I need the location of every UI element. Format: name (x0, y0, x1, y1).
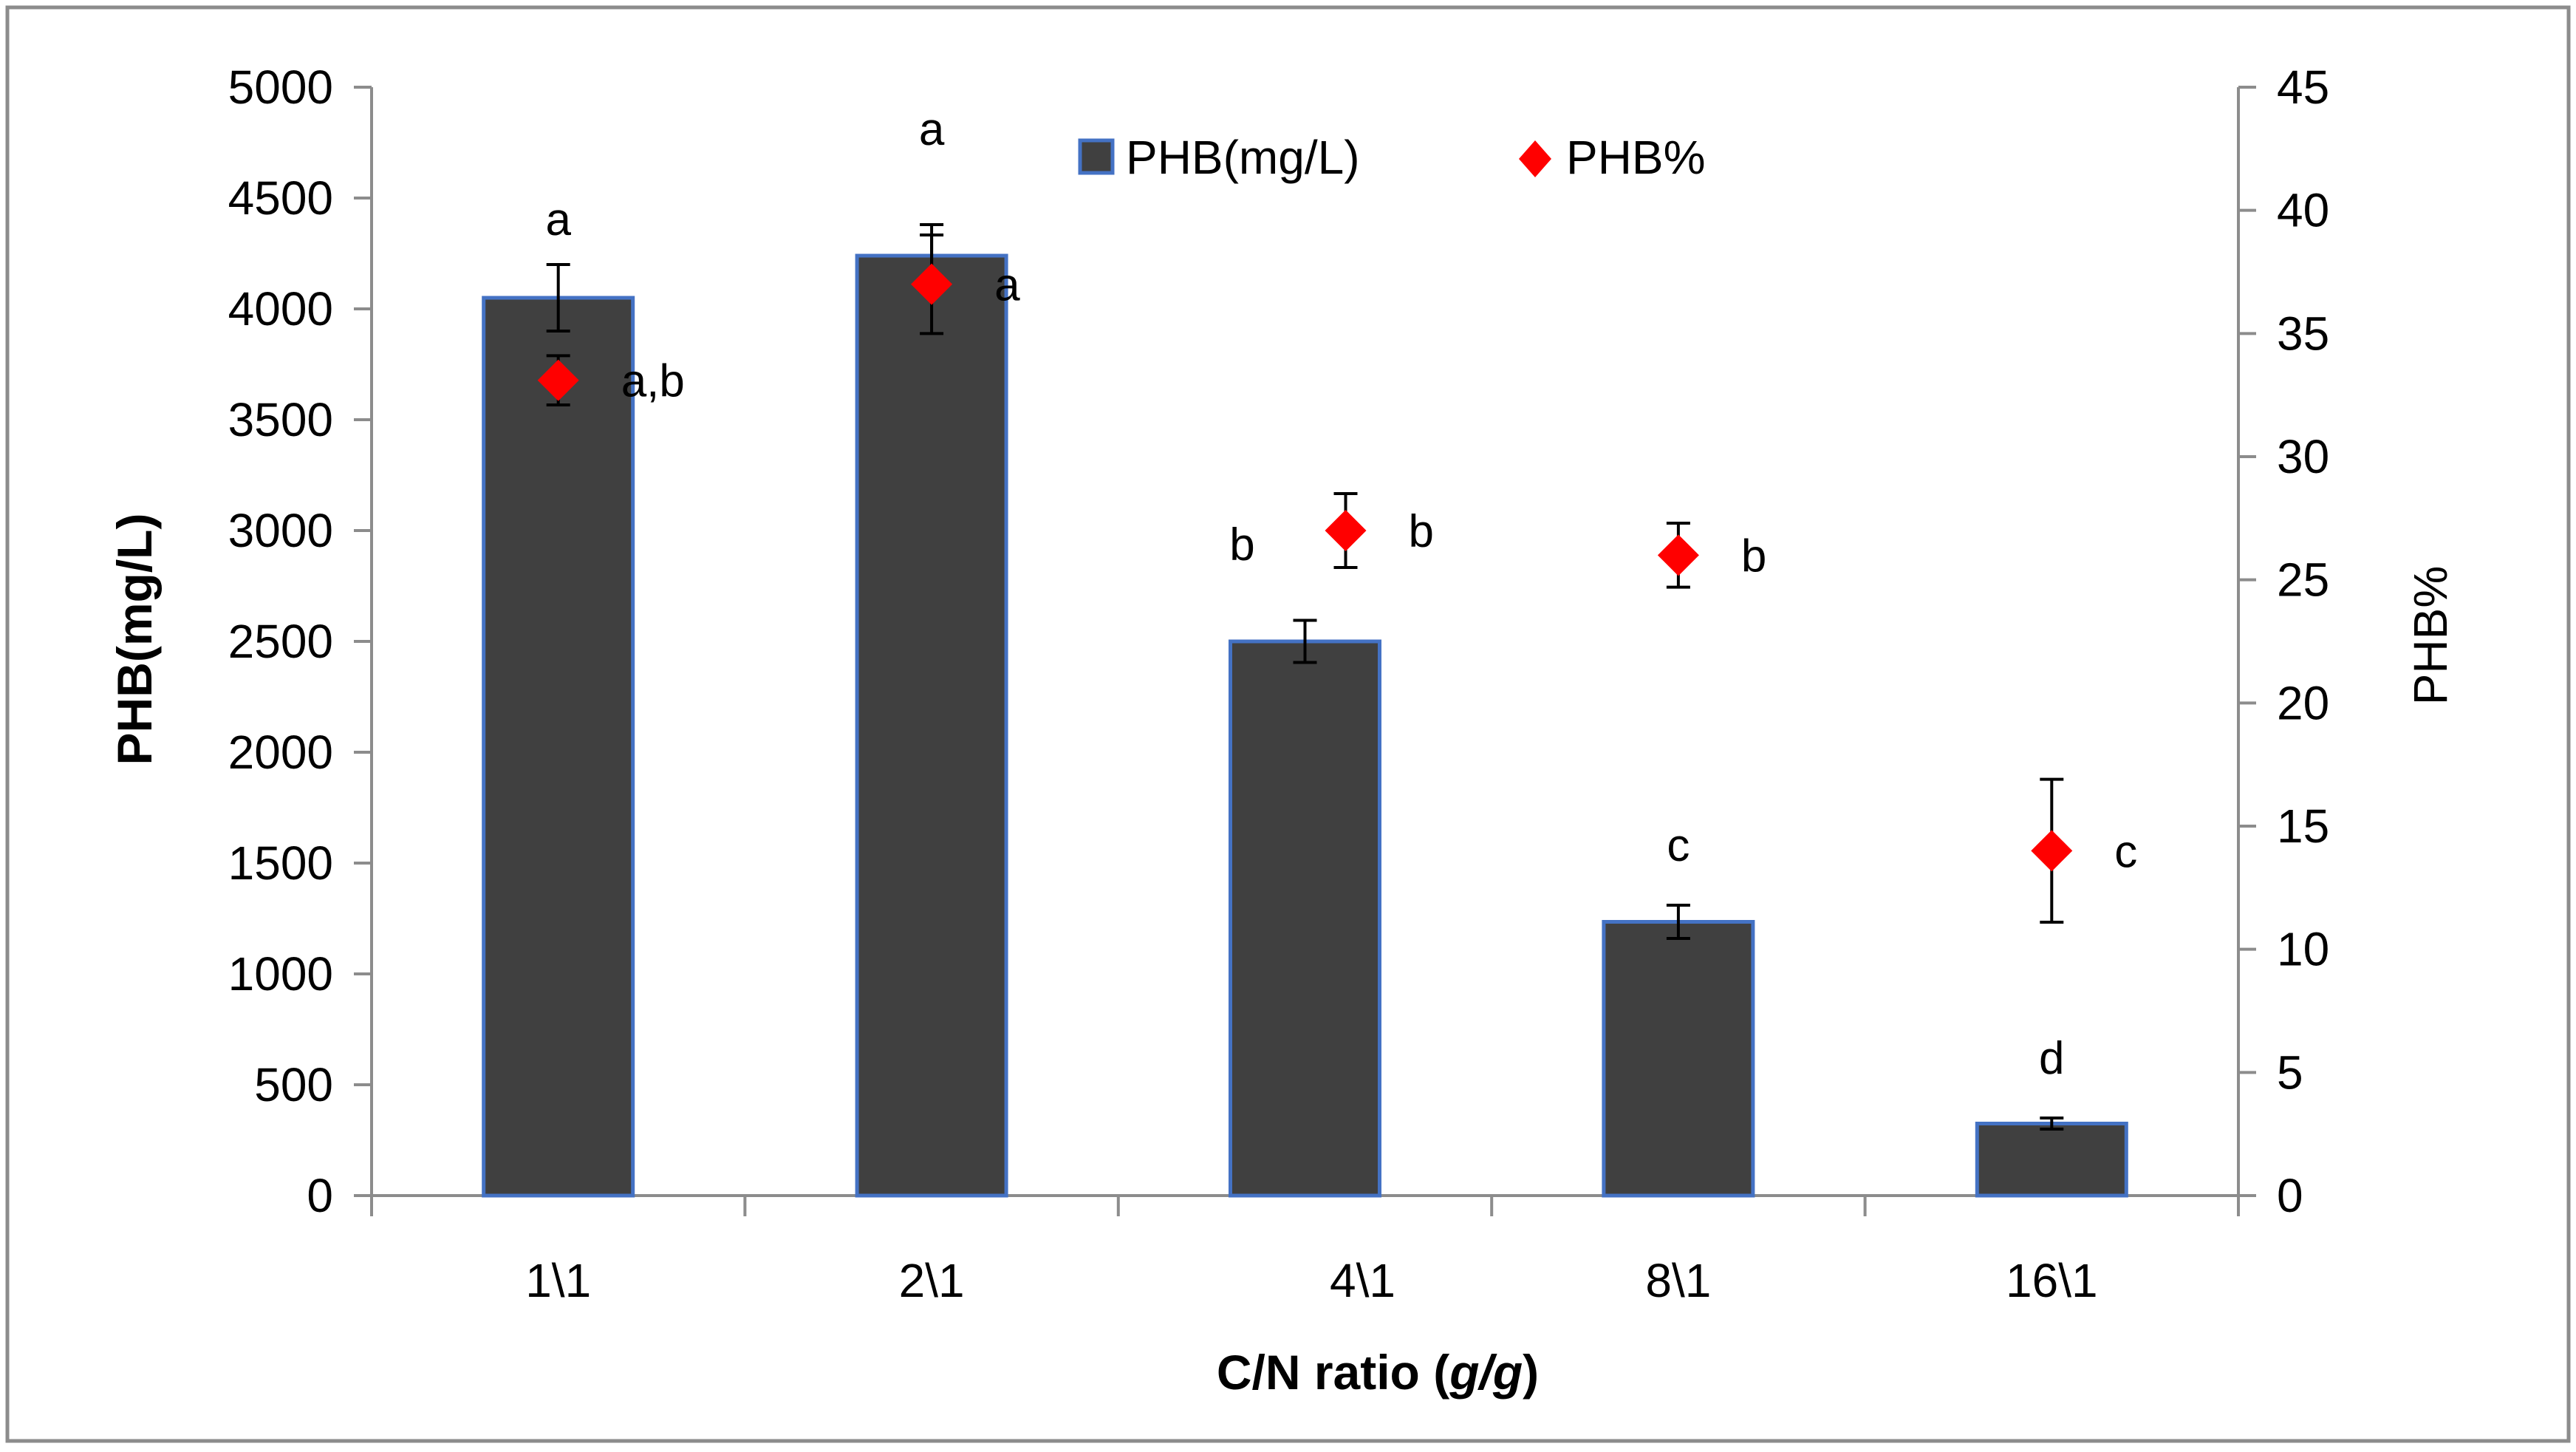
bar-significance-label: c (1667, 820, 1690, 871)
y-tick-label: 4000 (228, 282, 333, 335)
x-tick-label: 4\1 (1330, 1254, 1395, 1307)
y2-tick-label: 20 (2277, 676, 2329, 729)
y-tick-label: 3500 (228, 393, 333, 446)
x-tick-label: 2\1 (899, 1254, 965, 1307)
y-tick-label: 5000 (228, 61, 333, 114)
phb-percent-point (1325, 510, 1367, 551)
axes-layer: 0 500 1000 1500 2000 2500 3000 3500 4000 4500 5000… (228, 61, 2330, 1307)
y2-tick-label: 10 (2277, 923, 2329, 976)
bar-significance-label: d (2039, 1033, 2064, 1084)
legend: PHB(mg/L) PHB% (1078, 131, 1706, 184)
phb-percent-point (537, 359, 579, 401)
x-tick-label: 8\1 (1645, 1254, 1711, 1307)
y2-tick-label: 30 (2277, 430, 2329, 483)
y-axis-title: PHB(mg/L) (107, 514, 162, 766)
bar (482, 296, 635, 1198)
legend-swatch-phb-percent (1519, 140, 1551, 177)
x-tick-label: 16\1 (2006, 1254, 2098, 1307)
bar (855, 253, 1008, 1198)
legend-swatch-phb-mgl (1078, 138, 1115, 175)
y-tick-label: 2000 (228, 726, 333, 779)
y-tick-label: 3000 (228, 504, 333, 557)
bar-significance-label: a (919, 104, 945, 155)
y-tick-label: 2500 (228, 615, 333, 668)
bar (1975, 1122, 2128, 1198)
y-tick-label: 500 (254, 1058, 333, 1111)
point-significance-label: a,b (621, 356, 685, 407)
x-axis-title-main: C/N ratio ( (1217, 1345, 1449, 1400)
y2-tick-label: 45 (2277, 61, 2329, 114)
y2-tick-label: 40 (2277, 184, 2329, 237)
y-tick-label: 1000 (228, 947, 333, 1001)
y2-tick-label: 35 (2277, 307, 2329, 360)
point-significance-label: b (1409, 506, 1434, 557)
x-axis-title: C/N ratio (g/g) (1217, 1345, 1539, 1400)
x-axis-title-end: ) (1523, 1345, 1539, 1400)
y-tick-label: 4500 (228, 171, 333, 225)
y2-axis-title: PHB% (2404, 566, 2457, 706)
legend-label-phb-mgl: PHB(mg/L) (1126, 131, 1360, 184)
points-layer (537, 234, 2073, 924)
bar (1229, 639, 1381, 1198)
y2-tick-label: 15 (2277, 800, 2329, 853)
bar-significance-label: a (545, 194, 571, 245)
bar (1602, 920, 1755, 1198)
point-significance-label: c (2114, 826, 2137, 877)
y-tick-label: 0 (307, 1169, 333, 1222)
labels-layer: a a b c d a,b a b b c (545, 104, 2137, 1084)
y2-tick-label: 0 (2277, 1169, 2303, 1222)
x-axis-title-italic: g/g (1449, 1345, 1523, 1400)
y2-tick-label: 25 (2277, 553, 2329, 607)
phb-percent-point (1657, 534, 1699, 576)
y-tick-label: 1500 (228, 836, 333, 890)
y2-tick-label: 5 (2277, 1046, 2303, 1099)
legend-label-phb-percent: PHB% (1566, 131, 1706, 184)
point-significance-label: b (1741, 531, 1766, 582)
point-significance-label: a (994, 260, 1020, 311)
phb-percent-point (911, 263, 953, 305)
bar-significance-label: b (1229, 519, 1254, 570)
bars-layer (482, 223, 2128, 1198)
phb-percent-point (2031, 830, 2073, 872)
x-tick-label: 1\1 (525, 1254, 591, 1307)
